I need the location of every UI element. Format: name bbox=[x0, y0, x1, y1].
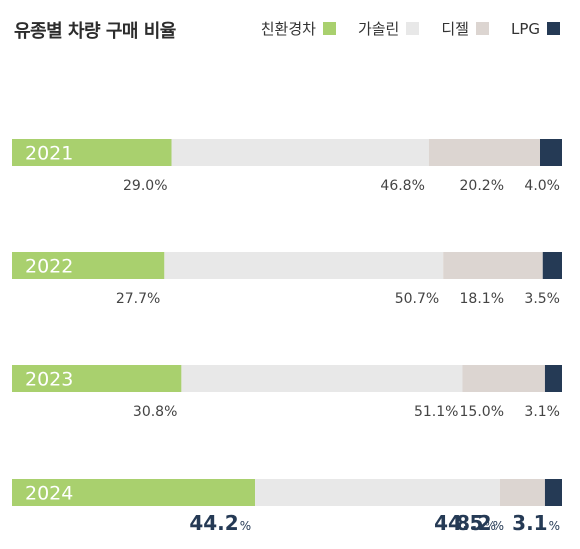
value-label-2023-eco: 30.8% bbox=[133, 404, 177, 420]
bar-2021-lpg bbox=[540, 139, 562, 166]
legend-swatch-diesel bbox=[475, 22, 489, 35]
value-label-2023-gasoline: 51.1% bbox=[414, 404, 458, 420]
chart-title: 유종별 차량 구매 비율 bbox=[14, 21, 176, 42]
legend: 친환경차 가솔린 디젤 LPG bbox=[239, 18, 560, 39]
legend-swatch-gasoline bbox=[406, 22, 420, 35]
legend-swatch-eco bbox=[322, 22, 336, 35]
legend-label-diesel: 디젤 bbox=[441, 20, 469, 38]
value-label-2022-gasoline: 50.7% bbox=[395, 291, 439, 307]
value-label-2021-eco: 29.0% bbox=[123, 178, 167, 194]
bar-2023-diesel bbox=[462, 365, 545, 392]
value-label-2024-gasoline: 44.5% bbox=[434, 511, 496, 535]
value-label-2024-lpg: 3.1% bbox=[512, 511, 560, 535]
value-label-2023-diesel: 15.0% bbox=[460, 404, 504, 420]
bar-2024-lpg bbox=[544, 479, 562, 506]
bar-2021-gasoline bbox=[171, 139, 429, 166]
value-label-2023-lpg: 3.1% bbox=[524, 404, 560, 420]
year-label-2021: 2021 bbox=[25, 143, 73, 165]
legend-item-eco: 친환경차 bbox=[261, 18, 336, 39]
legend-item-lpg: LPG bbox=[511, 20, 560, 38]
value-label-2024-diesel: 8.2% bbox=[456, 511, 504, 535]
year-label-2022: 2022 bbox=[25, 256, 73, 278]
legend-label-lpg: LPG bbox=[510, 19, 540, 38]
legend-label-eco: 친환경차 bbox=[260, 20, 316, 38]
bar-2023-gasoline bbox=[181, 365, 463, 392]
bar-2022-lpg bbox=[542, 252, 562, 279]
bar-2023-lpg bbox=[544, 365, 562, 392]
value-label-2021-gasoline: 46.8% bbox=[380, 178, 424, 194]
bar-2024-gasoline bbox=[255, 479, 500, 506]
legend-label-gasoline: 가솔린 bbox=[357, 20, 400, 38]
legend-item-diesel: 디젤 bbox=[441, 18, 489, 39]
value-label-2024-eco: 44.2% bbox=[189, 511, 251, 535]
bar-2022-diesel bbox=[443, 252, 543, 279]
bar-2021-diesel bbox=[428, 139, 540, 166]
value-label-2021-lpg: 4.0% bbox=[524, 178, 560, 194]
bar-2022-gasoline bbox=[164, 252, 444, 279]
bar-2021-eco bbox=[12, 139, 172, 166]
year-label-2024: 2024 bbox=[25, 483, 73, 505]
bar-2023-eco bbox=[12, 365, 182, 392]
legend-item-gasoline: 가솔린 bbox=[357, 18, 420, 39]
bar-2024-eco bbox=[12, 479, 256, 506]
value-label-2022-lpg: 3.5% bbox=[524, 291, 560, 307]
value-label-2021-diesel: 20.2% bbox=[460, 178, 504, 194]
value-label-2022-diesel: 18.1% bbox=[460, 291, 504, 307]
legend-swatch-lpg bbox=[547, 22, 560, 35]
year-label-2023: 2023 bbox=[25, 369, 73, 391]
value-label-2022-eco: 27.7% bbox=[116, 291, 160, 307]
bar-2024-diesel bbox=[499, 479, 545, 506]
bar-2022-eco bbox=[12, 252, 165, 279]
